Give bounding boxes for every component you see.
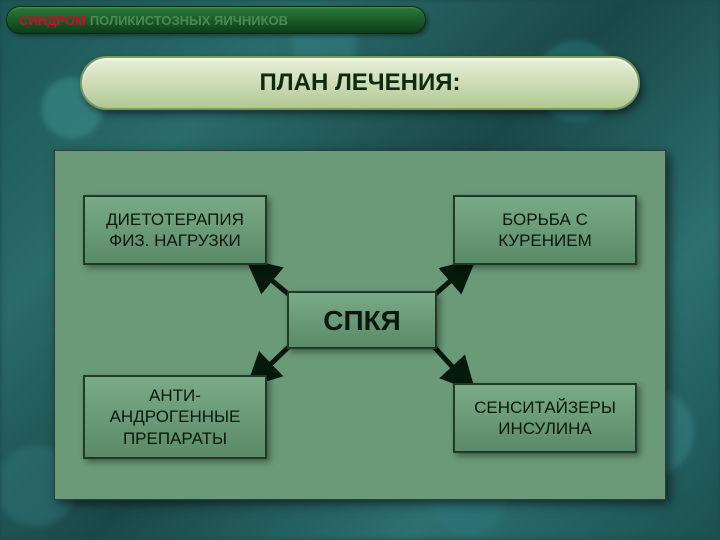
node-label: ФИЗ. НАГРУЗКИ bbox=[109, 230, 240, 251]
header-rest: ПОЛИКИСТОЗНЫХ ЯИЧНИКОВ bbox=[90, 13, 288, 28]
header-pill: СИНДРОМ ПОЛИКИСТОЗНЫХ ЯИЧНИКОВ bbox=[6, 6, 426, 34]
node-bottom-left: АНТИ- АНДРОГЕННЫЕ ПРЕПАРАТЫ bbox=[83, 375, 267, 459]
diagram-panel: ДИЕТОТЕРАПИЯ ФИЗ. НАГРУЗКИ БОРЬБА С КУРЕ… bbox=[54, 150, 666, 500]
node-label: БОРЬБА С bbox=[502, 209, 588, 230]
node-label: СЕНСИТАЙЗЕРЫ bbox=[474, 397, 616, 418]
node-top-right: БОРЬБА С КУРЕНИЕМ bbox=[453, 195, 637, 265]
node-label: ИНСУЛИНА bbox=[498, 418, 591, 439]
node-center: СПКЯ bbox=[287, 291, 437, 349]
node-label: ПРЕПАРАТЫ bbox=[123, 428, 227, 449]
node-label: СПКЯ bbox=[323, 303, 401, 338]
node-top-left: ДИЕТОТЕРАПИЯ ФИЗ. НАГРУЗКИ bbox=[83, 195, 267, 265]
node-bottom-right: СЕНСИТАЙЗЕРЫ ИНСУЛИНА bbox=[453, 383, 637, 453]
node-label: АНДРОГЕННЫЕ bbox=[110, 406, 241, 427]
title-pill: ПЛАН ЛЕЧЕНИЯ: bbox=[80, 56, 640, 110]
node-label: ДИЕТОТЕРАПИЯ bbox=[106, 209, 244, 230]
title-text: ПЛАН ЛЕЧЕНИЯ: bbox=[260, 69, 461, 97]
node-label: КУРЕНИЕМ bbox=[498, 230, 592, 251]
header-highlight: СИНДРОМ bbox=[19, 13, 86, 28]
node-label: АНТИ- bbox=[149, 385, 201, 406]
